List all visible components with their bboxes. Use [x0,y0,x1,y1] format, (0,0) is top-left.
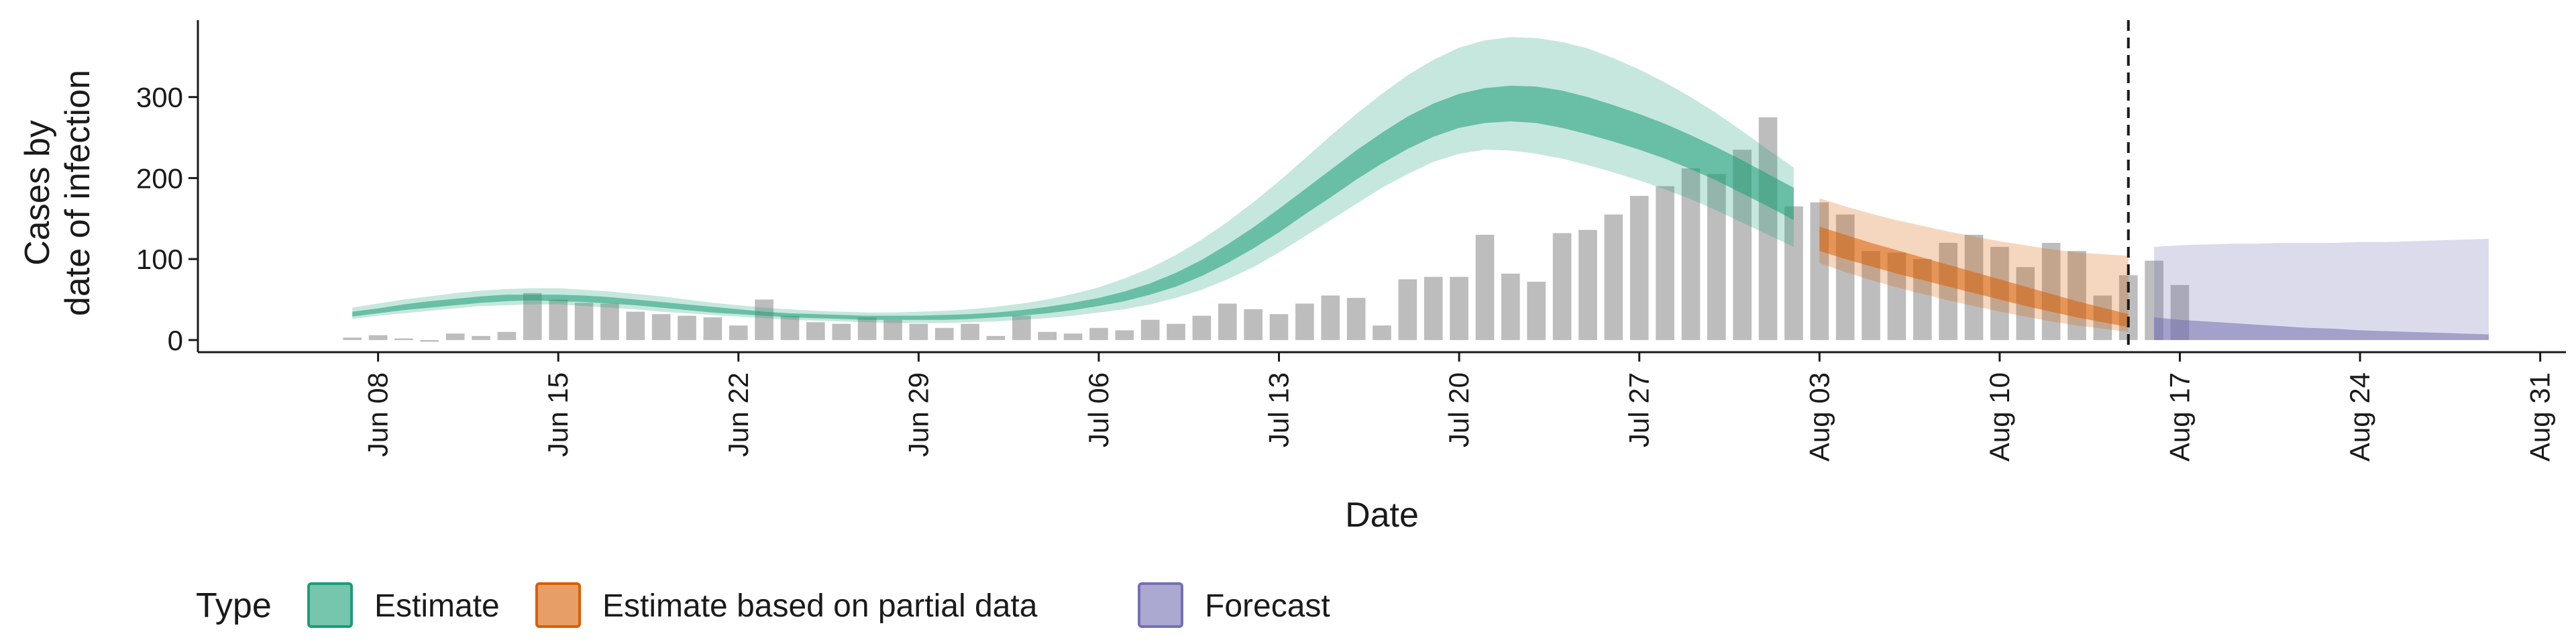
observed-bar [703,317,722,340]
observed-bar [574,303,594,340]
observed-bar [986,335,1006,340]
legend-swatch-estimate [307,582,353,628]
x-tick-label: Aug 31 [2524,372,2556,462]
observed-bar [1527,281,1546,340]
observed-bar [1244,309,1263,340]
y-tick-label: 0 [168,325,183,356]
axes: 0 100 200 300 Jun 08 Jun 15 Jun 22 Jun 29 Jul 06… [18,20,2566,535]
observed-bar [549,299,568,340]
observed-bar [755,299,773,340]
legend: Type Estimate Estimate based on partial da… [196,582,1330,628]
x-tick-label: Jun 22 [722,372,754,457]
observed-bar [2068,251,2086,340]
observed-bar [1115,330,1134,340]
legend-label-forecast: Forecast [1205,588,1330,624]
legend-label-partial: Estimate based on partial data [602,588,1038,624]
observed-bar [1167,323,1185,340]
observed-bar [523,292,542,340]
observed-bar [1346,298,1366,340]
observed-bar [394,338,413,340]
x-tick-label: Jul 27 [1623,372,1655,447]
observed-bar [909,323,928,340]
observed-bar [1063,333,1083,340]
observed-bar [883,319,902,340]
observed-bar [1192,315,1212,340]
x-axis-title: Date [1345,496,1419,535]
observed-bar [2041,243,2061,340]
observed-bar [1218,303,1237,340]
y-tick-label: 100 [136,244,183,275]
x-tick-label: Aug 17 [2163,372,2195,462]
observed-bar [961,323,979,340]
observed-bar [1629,195,1649,340]
observed-bar [343,337,362,340]
observed-bar [420,339,439,342]
observed-bar [1656,186,1674,340]
observed-bar [472,335,490,340]
observed-bar [1321,295,1340,340]
observed-bar [678,315,696,340]
partial-ribbon-50 [1819,226,2129,327]
observed-bar [626,311,645,340]
observed-bar [1681,168,1701,340]
y-tick-label: 300 [136,82,183,113]
observed-bar [1038,331,1057,340]
observed-bar [1424,276,1443,340]
x-tick-label: Jul 13 [1263,372,1295,447]
observed-bar [368,335,388,340]
y-axis-title-line1: Cases by [18,120,57,266]
observed-bar [1012,315,1031,340]
observed-bar [1604,214,1623,340]
y-tick-label: 200 [136,162,183,194]
observed-bar [651,314,671,340]
legend-swatch-partial [535,582,581,628]
observed-bar [445,333,465,340]
observed-bar [1552,233,1572,340]
legend-title: Type [196,586,272,625]
observed-bar [1501,273,1520,340]
x-tick-label: Jun 29 [902,372,934,457]
observed-bar [806,322,825,340]
x-tick-label: Jul 20 [1443,372,1474,447]
x-tick-label: Jul 06 [1083,372,1114,447]
forecast-ribbon-90 [2154,238,2489,340]
x-tick-label: Jun 08 [362,372,394,457]
observed-bar [600,303,619,340]
observed-bar [1707,174,1726,340]
observed-bar [1475,234,1495,340]
observed-bar [1450,276,1468,340]
observed-bar [1269,314,1289,340]
forecast-ribbon-50 [2154,317,2489,340]
observed-bar [780,315,800,340]
observed-bar [934,327,954,340]
observed-bar [1784,206,1803,340]
x-tick-label: Aug 10 [1984,372,2015,462]
observed-bar [1089,327,1108,340]
x-tick-label: Aug 24 [2344,372,2375,462]
estimate-ribbon-50 [352,85,1794,320]
observed-bar [1758,117,1778,340]
observed-bar [1295,303,1314,340]
observed-bar [1373,325,1391,340]
legend-swatch-forecast [1138,582,1183,628]
y-axis-title-line2: date of infection [58,70,97,316]
legend-label-estimate: Estimate [374,588,500,624]
observed-bar [1578,229,1597,340]
observed-bar [857,317,877,340]
observed-bar [1939,243,1957,340]
observed-bar [1140,319,1160,340]
observed-bar [832,323,851,340]
observed-bar [1398,279,1417,340]
observed-bar [497,331,517,340]
observed-bar [729,325,748,340]
observed-bar [1810,202,1829,340]
x-tick-label: Aug 03 [1803,372,1835,462]
estimate-ribbon-90 [352,37,1794,323]
ribbons [352,37,2489,340]
x-tick-label: Jun 15 [542,372,574,457]
